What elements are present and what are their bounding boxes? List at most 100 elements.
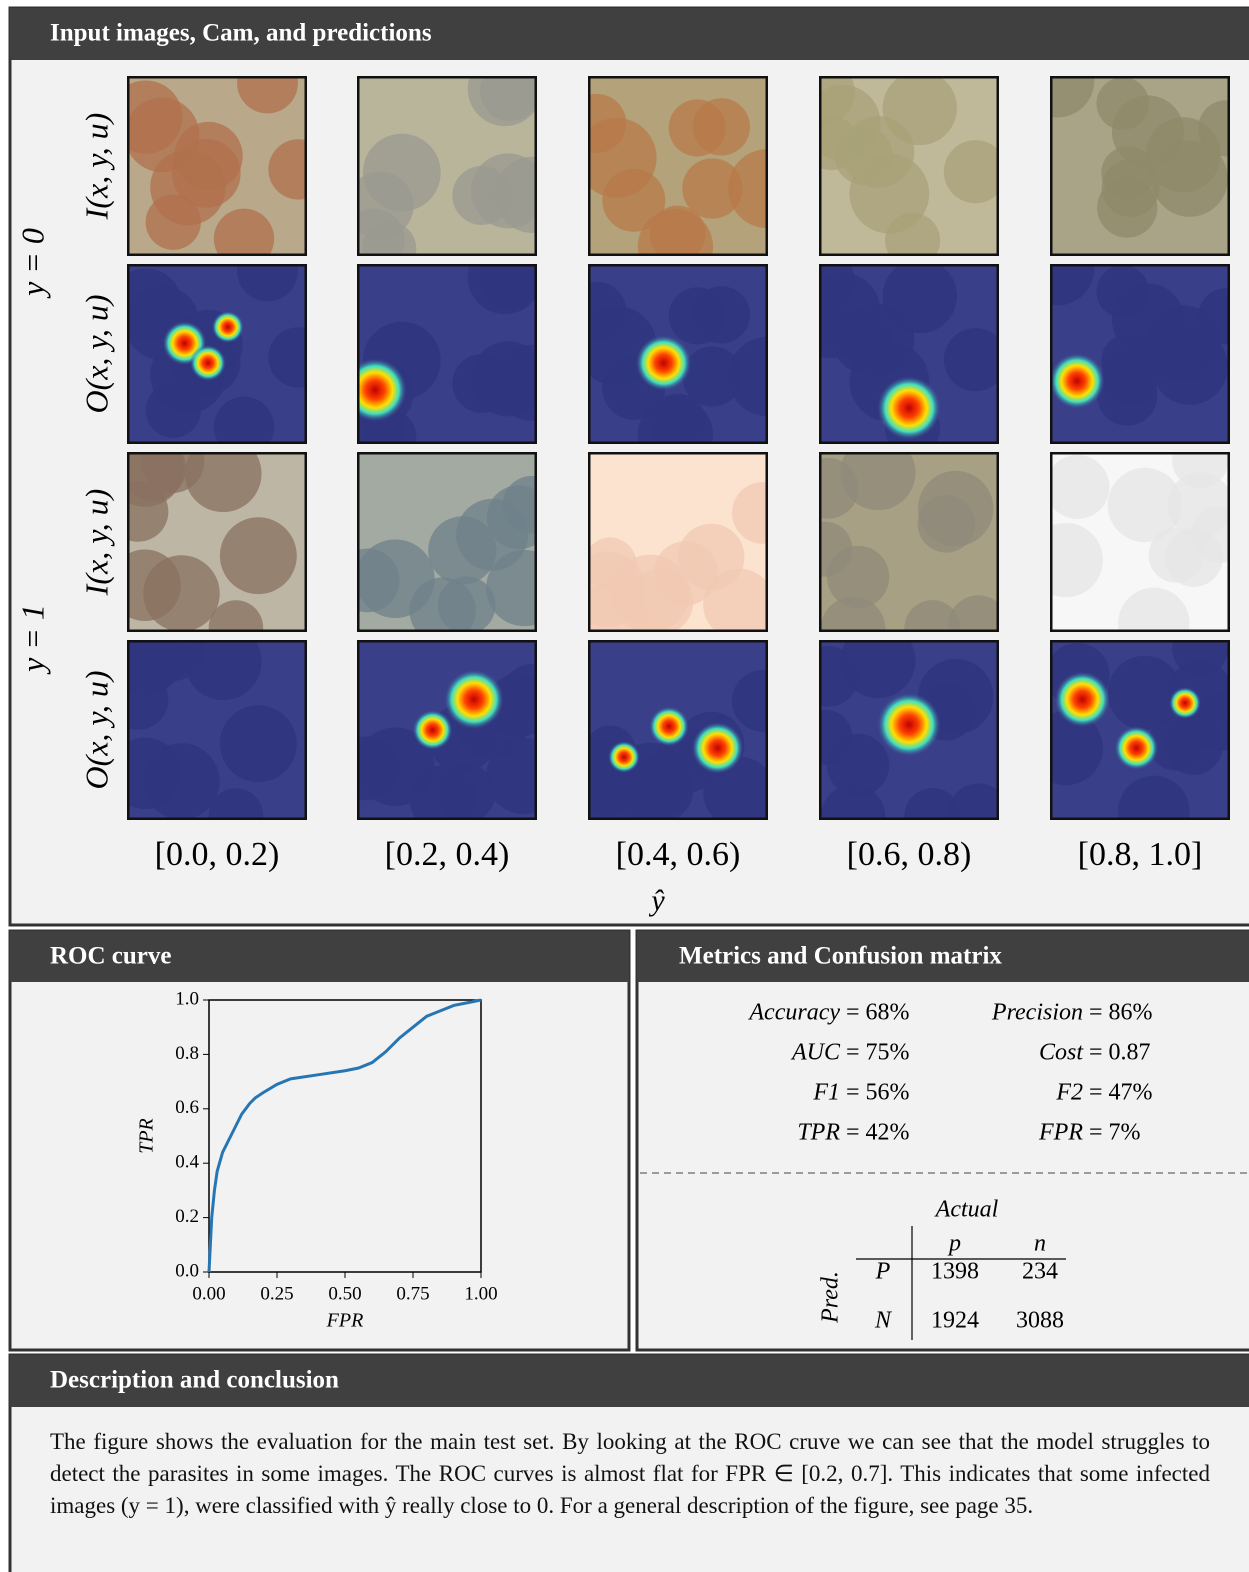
cell (827, 734, 889, 796)
cell (172, 139, 241, 208)
image (106, 429, 307, 654)
cell (1146, 117, 1221, 192)
cell (650, 206, 706, 262)
column-label: [0.6, 0.8) (847, 836, 972, 873)
column-label: [0.8, 1.0] (1078, 836, 1203, 873)
metric-value: = 56% (846, 1080, 910, 1106)
image (569, 452, 794, 658)
metric-name: Accuracy (747, 1000, 840, 1026)
x-axis-label: ŷ (648, 884, 665, 917)
x-tick-label: 1.00 (464, 1283, 497, 1304)
y-tick-label: 0.2 (175, 1206, 199, 1227)
image (109, 53, 329, 269)
metric-name: Cost (1039, 1040, 1084, 1066)
cell (1046, 455, 1110, 519)
heat-blob (1054, 671, 1110, 727)
metric-value: = 42% (846, 1120, 910, 1146)
metric-value: = 47% (1089, 1080, 1153, 1106)
panel (10, 931, 629, 1350)
cell (1101, 146, 1154, 199)
cell (883, 259, 957, 333)
row-label: O(x, y, u) (78, 670, 114, 789)
heat-blob (413, 710, 453, 750)
y-axis-label: TPR (136, 1118, 158, 1154)
x-tick-label: 0.25 (260, 1283, 293, 1304)
x-tick-label: 0.00 (192, 1283, 225, 1304)
page: Input images, Cam, and predictions ROC c… (0, 0, 1249, 1572)
image (569, 640, 794, 846)
cell (883, 71, 957, 145)
metric-value: = 86% (1089, 1000, 1153, 1026)
metric-value: = 0.87 (1089, 1040, 1151, 1066)
col-header: p (947, 1231, 961, 1257)
metric-value: = 7% (1089, 1120, 1141, 1146)
image (791, 249, 1007, 456)
heat-blob (877, 693, 941, 757)
image (336, 452, 563, 644)
x-tick-label: 0.75 (396, 1283, 429, 1304)
y-tick-label: 0.0 (175, 1260, 199, 1281)
image (106, 617, 307, 842)
heat-blob (212, 311, 244, 343)
cell (452, 166, 511, 225)
image (336, 640, 563, 832)
heat-blob (649, 706, 689, 746)
column-label: [0.2, 0.4) (385, 836, 510, 873)
row-label: I(x, y, u) (78, 489, 114, 597)
panel-title: Description and conclusion (50, 1367, 339, 1394)
heat-blob (1114, 726, 1158, 770)
y-tick-label: 1.0 (175, 988, 199, 1009)
metric-name: F1 (812, 1080, 840, 1106)
heat-blob (877, 376, 941, 440)
cell (220, 517, 297, 594)
metric-name: AUC (790, 1040, 841, 1066)
y-tick-label: 0.6 (175, 1097, 199, 1118)
heat-blob (1169, 687, 1201, 719)
metric-name: TPR (797, 1120, 840, 1146)
metric-name: Precision (991, 1000, 1083, 1026)
cell-value: 1398 (931, 1259, 979, 1285)
metric-value: = 68% (846, 1000, 910, 1026)
cell (650, 394, 706, 450)
x-tick-label: 0.50 (328, 1283, 361, 1304)
x-axis-label: FPR (326, 1310, 364, 1332)
row-header: P (875, 1259, 891, 1285)
row-label: O(x, y, u) (78, 294, 114, 413)
column-label: [0.0, 0.2) (155, 836, 280, 873)
heat-blob (444, 669, 504, 729)
y-tick-label: 0.8 (175, 1043, 199, 1064)
cell (703, 569, 774, 640)
panel-title: Input images, Cam, and predictions (50, 20, 432, 47)
group-label: y = 0 (14, 228, 50, 299)
panel-title: Metrics and Confusion matrix (679, 943, 1002, 970)
cell-value: 3088 (1016, 1308, 1064, 1334)
panel (637, 931, 1249, 1350)
image (1029, 432, 1249, 659)
pred-label: Pred. (818, 1271, 844, 1324)
heat-blob (190, 345, 226, 381)
image (791, 61, 1007, 268)
cell (918, 495, 975, 552)
image (109, 241, 329, 457)
panel-title: ROC curve (50, 943, 172, 970)
cell (827, 546, 889, 608)
cell (452, 354, 511, 413)
metric-name: FPR (1038, 1120, 1083, 1146)
heat-blob (1049, 353, 1105, 409)
cell (456, 499, 528, 571)
image (342, 52, 571, 276)
cell (1149, 528, 1204, 583)
cell (693, 98, 750, 155)
image (797, 435, 1008, 661)
image (797, 623, 1008, 849)
cell (693, 286, 750, 343)
heat-blob (608, 741, 640, 773)
image (1029, 620, 1249, 847)
cell (627, 568, 693, 634)
row-label: I(x, y, u) (78, 113, 114, 221)
actual-label: Actual (934, 1197, 999, 1223)
cell (220, 705, 297, 782)
y-tick-label: 0.4 (175, 1152, 199, 1173)
metric-name: F2 (1055, 1080, 1083, 1106)
row-header: N (874, 1308, 893, 1334)
